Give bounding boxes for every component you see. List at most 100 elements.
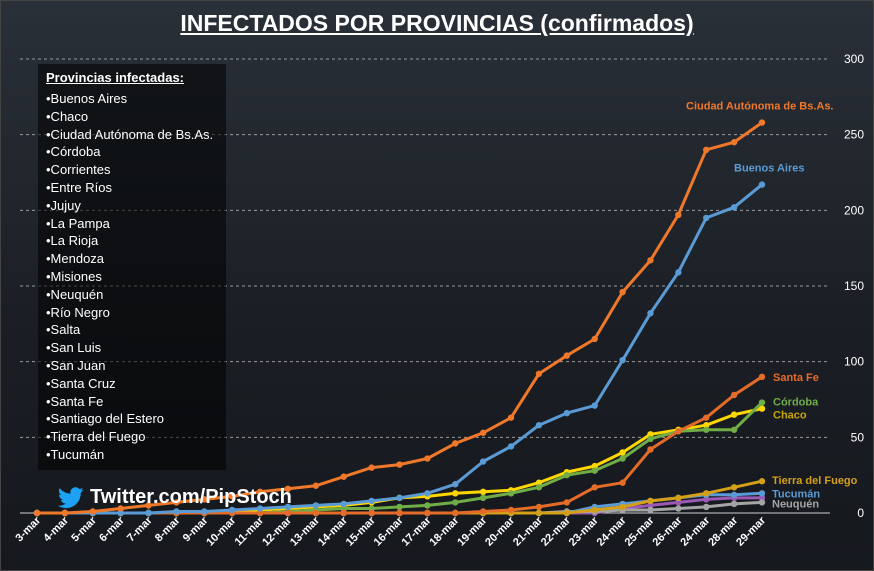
x-tick-label: 28-mar <box>706 514 741 549</box>
data-point <box>619 288 626 296</box>
data-point <box>117 509 124 517</box>
series-lines <box>33 119 766 517</box>
province-item: •Entre Ríos <box>46 179 112 195</box>
data-point <box>535 503 543 511</box>
data-point <box>256 488 264 496</box>
data-point <box>340 509 347 517</box>
province-item: •Jujuy <box>46 197 81 213</box>
province-item: •Mendoza <box>46 251 105 267</box>
data-point <box>758 499 766 506</box>
data-point <box>507 506 515 514</box>
twitter-bird-icon <box>58 486 84 508</box>
data-point <box>675 494 682 502</box>
data-point <box>647 497 654 505</box>
data-point <box>396 461 403 468</box>
data-point <box>730 484 738 491</box>
legend-panel <box>38 64 226 470</box>
province-item: •Tucumán <box>46 446 105 462</box>
data-point <box>479 429 487 436</box>
data-point <box>730 411 738 418</box>
x-tick-label: 26-mar <box>650 514 685 549</box>
data-point <box>507 443 515 450</box>
x-tick-label: 14-mar <box>316 514 351 549</box>
data-point <box>368 509 375 517</box>
data-point <box>758 399 766 406</box>
y-tick-label: 50 <box>851 430 865 444</box>
data-point <box>675 269 682 276</box>
data-point <box>396 509 403 517</box>
data-point <box>61 509 69 517</box>
data-point <box>452 481 459 488</box>
data-point <box>647 502 654 509</box>
data-point <box>368 464 375 471</box>
data-point <box>591 506 598 514</box>
data-point <box>479 508 487 515</box>
data-point <box>535 370 543 377</box>
x-tick-label: 5-mar <box>69 514 99 544</box>
data-point <box>647 506 654 514</box>
twitter-handle: Twitter.com/PipStoch <box>90 486 292 508</box>
data-point <box>758 494 766 502</box>
data-point <box>758 373 766 380</box>
x-tick-label: 12-mar <box>260 514 295 549</box>
twitter-watermark: Twitter.com/PipStoch <box>58 486 292 509</box>
data-point <box>703 490 710 497</box>
data-point <box>284 509 292 517</box>
x-tick-label: 8-mar <box>153 514 183 544</box>
data-point <box>619 356 626 364</box>
y-tick-label: 200 <box>844 203 864 217</box>
data-point <box>619 479 626 486</box>
province-item: •Córdoba <box>46 144 101 160</box>
data-point <box>675 428 682 435</box>
data-point <box>619 455 626 462</box>
data-point <box>591 467 598 474</box>
data-point <box>703 414 710 421</box>
x-tick-label: 4-mar <box>41 514 71 544</box>
y-tick-label: 250 <box>844 128 864 142</box>
data-point <box>424 455 431 462</box>
data-point <box>535 484 543 491</box>
data-point <box>563 471 571 479</box>
data-point <box>758 405 766 412</box>
data-point <box>452 490 459 497</box>
series-label: Buenos Aires <box>734 163 805 175</box>
data-point <box>563 509 571 517</box>
y-tick-label: 100 <box>844 355 864 369</box>
province-item: •Santa Fe <box>46 393 104 409</box>
data-point <box>758 490 766 497</box>
data-point <box>340 505 347 512</box>
data-point <box>703 422 710 429</box>
data-point <box>647 446 654 453</box>
series-label: Ciudad Autónoma de Bs.As. <box>686 101 834 113</box>
data-point <box>703 496 710 503</box>
data-point <box>591 335 598 343</box>
data-point <box>117 505 124 512</box>
series-label: Córdoba <box>773 397 819 409</box>
data-point <box>758 478 766 485</box>
province-item: •Santiago del Estero <box>46 411 165 427</box>
x-tick-label: 23-mar <box>567 514 602 549</box>
x-tick-label: 7-mar <box>125 514 155 544</box>
data-point <box>591 462 598 470</box>
data-point <box>703 214 710 222</box>
data-point <box>619 503 626 511</box>
x-tick-label: 16-mar <box>372 514 407 549</box>
data-point <box>452 509 459 517</box>
data-point <box>758 181 766 188</box>
data-point <box>312 509 320 517</box>
data-point <box>675 499 682 506</box>
province-item: •Chaco <box>46 108 89 124</box>
x-tick-label: 22-mar <box>539 514 574 549</box>
province-item: •Buenos Aires <box>46 91 128 106</box>
data-point <box>647 431 654 438</box>
data-point <box>452 499 459 506</box>
data-point <box>312 482 320 489</box>
province-item: •Ciudad Autónoma de Bs.As. <box>46 126 214 142</box>
data-point <box>703 503 710 511</box>
x-tick-label: 24-mar <box>595 514 630 549</box>
legend-title: Provincias infectadas: <box>46 70 184 85</box>
data-point <box>396 503 403 511</box>
data-point <box>228 506 236 514</box>
province-item: •San Juan <box>46 357 106 373</box>
x-tick-label: 19-mar <box>455 514 490 549</box>
